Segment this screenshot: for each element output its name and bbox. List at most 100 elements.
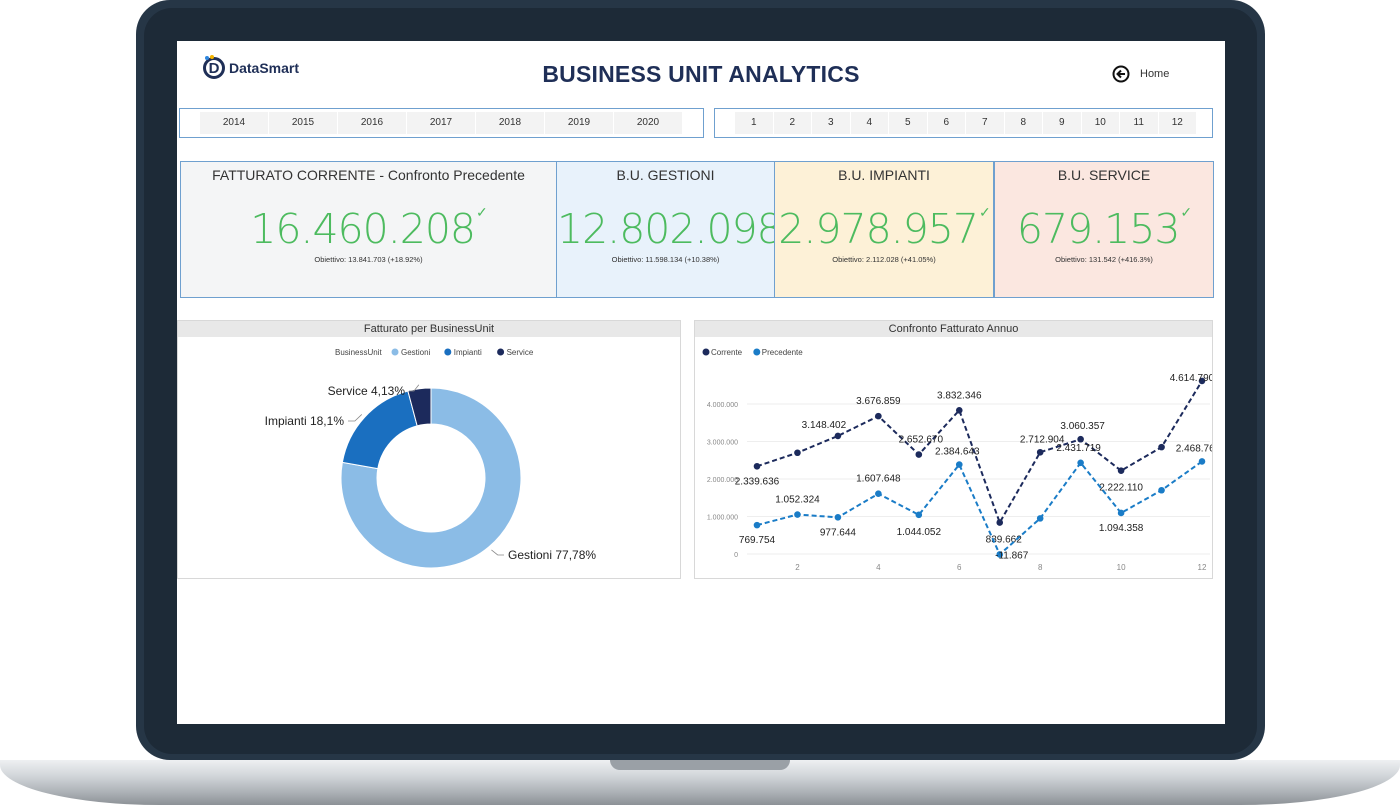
x-tick-label: 4 [876,563,881,572]
kpi-value: 12.802.098✓ [557,205,794,253]
x-tick-label: 12 [1198,563,1207,572]
data-label: 1.052.324 [775,495,820,506]
data-point-corrente [794,449,801,457]
legend-marker-impianti [444,348,452,356]
legend-label-precedente: Precedente [762,348,803,357]
y-tick-label: 3.000.000 [707,440,738,447]
data-label: 2.222.110 [1099,483,1143,494]
y-tick-label: 2.000.000 [707,477,738,484]
check-icon: ✓ [476,205,488,221]
kpi-title: B.U. GESTIONI [616,167,715,183]
x-tick-label: 8 [1038,563,1043,572]
month-option-3[interactable]: 3 [812,112,851,134]
data-point-corrente [915,451,923,458]
donut-chart-panel: Fatturato per BusinessUnit BusinessUnit G… [177,320,681,579]
kpi-value: 679.153✓ [995,205,1213,253]
data-point-precedente [753,521,761,529]
data-label: 2.384.643 [935,447,980,458]
data-point-corrente [1077,435,1084,443]
year-option-2017[interactable]: 2017 [407,112,476,134]
kpi-title: B.U. SERVICE [1057,167,1151,183]
check-icon: ✓ [1180,205,1192,221]
data-point-precedente [915,511,923,519]
year-option-2015[interactable]: 2015 [269,112,338,134]
data-label: 977.644 [820,527,857,538]
data-point-corrente [753,462,761,470]
month-option-7[interactable]: 7 [966,112,1005,134]
kpi-value-number: 2.978.957 [778,205,979,253]
year-slicer: 2014 2015 2016 2017 2018 2019 2020 [179,108,704,138]
kpi-target: Obiettivo: 11.598.134 (+10.38%) [611,255,720,264]
legend-label-service: Service [507,348,534,357]
line-chart: Corrente Precedente 0 1.000.000 2.000.000 3.0… [702,348,1212,572]
line-chart-title: Confronto Fatturato Annuo [695,321,1212,337]
legend-label-corrente: Corrente [711,348,743,357]
kpi-target: Obiettivo: 13.841.703 (+18.92%) [314,255,423,264]
kpi-target: Obiettivo: 2.112.028 (+41.05%) [832,255,936,264]
month-option-11[interactable]: 11 [1120,112,1159,134]
year-option-2019[interactable]: 2019 [545,112,614,134]
month-option-5[interactable]: 5 [889,112,928,134]
logo-text: DataSmart [229,60,300,76]
kpi-value: 2.978.957✓ [775,205,993,253]
logo-icon: D [203,55,225,79]
line-chart-panel: Confronto Fatturato Annuo Corrente Preced… [694,320,1213,579]
data-label: 4.614.790 [1170,373,1212,384]
x-tick-label: 6 [957,563,962,572]
year-option-2014[interactable]: 2014 [200,112,269,134]
month-option-8[interactable]: 8 [1004,112,1043,134]
data-label: 3.148.402 [802,420,847,431]
year-option-2016[interactable]: 2016 [338,112,407,134]
kpi-card-total: FATTURATO CORRENTE - Confronto Precedent… [180,161,557,298]
kpi-value-number: 16.460.208 [250,205,476,253]
legend-label-gestioni: Gestioni [401,348,431,357]
data-point-corrente [1117,467,1125,474]
year-option-2018[interactable]: 2018 [476,112,545,134]
y-tick-label: 0 [734,552,738,559]
data-label: 2.712.904 [1020,434,1065,445]
data-label: 1.094.358 [1099,523,1144,534]
year-option-2020[interactable]: 2020 [614,112,683,134]
donut-leader-line [491,549,504,556]
data-point-corrente [996,519,1004,526]
donut-data-label: Service 4,13% [328,384,406,398]
kpi-title: FATTURATO CORRENTE - Confronto Precedent… [212,167,525,183]
month-option-6[interactable]: 6 [927,112,966,134]
series-line-precedente [756,460,1203,557]
kpi-target: Obiettivo: 131.542 (+416.3%) [1055,255,1153,264]
data-label: 2.652.670 [899,435,944,446]
data-label: 1.607.648 [856,474,901,485]
data-point-precedente [875,490,882,498]
data-point-corrente [1158,443,1165,451]
logo-dot-blue [205,56,209,60]
y-tick-label: 1.000.000 [707,515,738,522]
data-label: 1.044.052 [897,527,942,538]
month-option-4[interactable]: 4 [850,112,889,134]
donut-slice-gestioni [340,387,522,569]
donut-chart-title: Fatturato per BusinessUnit [178,321,680,337]
data-point-corrente [875,412,882,420]
data-point-precedente [955,461,963,468]
month-option-9[interactable]: 9 [1043,112,1082,134]
kpi-card-gestioni: B.U. GESTIONI 12.802.098✓ Obiettivo: 11.… [556,161,794,298]
dashboard-screen: D DataSmart BUSINESS UNIT ANALYTICS Home… [177,41,1225,724]
data-point-corrente [1198,377,1206,385]
data-label: 3.832.346 [937,390,982,401]
back-arrow-icon [1112,65,1130,83]
home-button[interactable]: Home [1112,65,1169,83]
legend-title: BusinessUnit [335,348,382,357]
data-label: -11.867 [995,550,1029,561]
kpi-value-number: 12.802.098 [557,205,783,253]
month-option-12[interactable]: 12 [1158,112,1197,134]
legend-marker-service [497,348,505,356]
month-option-10[interactable]: 10 [1081,112,1120,134]
donut-slice-impianti [341,390,418,470]
data-label: 2.339.636 [735,476,780,487]
data-point-precedente [1036,515,1044,522]
logo: D DataSmart [203,55,300,79]
month-option-2[interactable]: 2 [773,112,812,134]
data-point-precedente [996,551,1004,558]
legend-marker-corrente [702,348,710,356]
month-option-1[interactable]: 1 [735,112,774,134]
check-icon: ✓ [978,205,991,221]
